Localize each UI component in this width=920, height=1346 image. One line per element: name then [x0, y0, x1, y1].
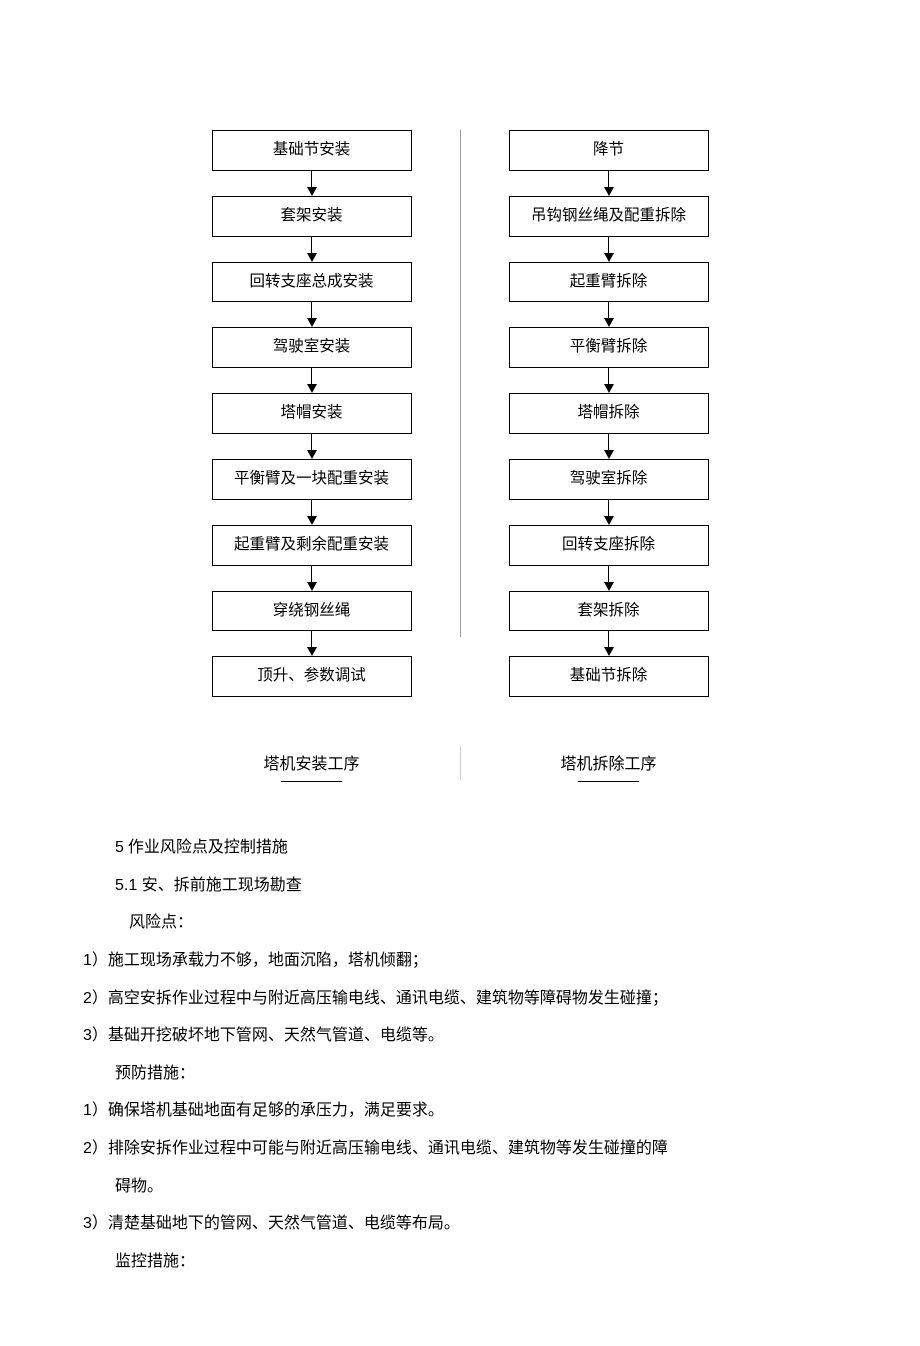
flow-arrow	[604, 631, 614, 656]
flowchart-captions: 塔机安装工序 塔机拆除工序	[115, 752, 805, 780]
flow-step: 起重臂拆除	[509, 262, 709, 303]
flowchart-right-caption: 塔机拆除工序	[560, 752, 656, 778]
text: ）施工现场承载力不够，地面沉陷，塔机倾翻；	[92, 952, 428, 969]
risk-label: 风险点：	[115, 910, 805, 936]
heading-5: 5 作业风险点及控制措施	[115, 835, 805, 861]
flow-step: 驾驶室安装	[212, 327, 412, 368]
text: ）确保塔机基础地面有足够的承压力，满足要求。	[92, 1102, 444, 1119]
num: 1	[83, 1102, 92, 1119]
flow-arrow	[307, 368, 317, 393]
flow-step: 回转支座总成安装	[212, 262, 412, 303]
flow-arrow	[604, 500, 614, 525]
prevent-item-cont: 碍物。	[115, 1174, 805, 1200]
flowchart-divider	[460, 130, 461, 637]
num: 3	[83, 1215, 92, 1232]
flow-arrow	[307, 631, 317, 656]
flow-arrow	[604, 171, 614, 196]
body-text: 5 作业风险点及控制措施 5.1 安、拆前施工现场勘查 风险点： 1）施工现场承…	[115, 835, 805, 1274]
risk-item: 3）基础开挖破坏地下管网、天然气管道、电缆等。	[115, 1023, 805, 1049]
flow-step: 基础节拆除	[509, 656, 709, 697]
text: ）高空安拆作业过程中与附近高压输电线、通讯电缆、建筑物等障碍物发生碰撞；	[92, 990, 668, 1007]
flow-arrow	[307, 237, 317, 262]
num: 3	[83, 1027, 92, 1044]
risk-item: 2）高空安拆作业过程中与附近高压输电线、通讯电缆、建筑物等障碍物发生碰撞；	[115, 986, 805, 1012]
flow-step: 降节	[509, 130, 709, 171]
flow-step: 吊钩钢丝绳及配重拆除	[509, 196, 709, 237]
num: 5.1	[115, 877, 142, 894]
flow-step: 塔帽拆除	[509, 393, 709, 434]
flow-arrow	[307, 302, 317, 327]
flow-step: 起重臂及剩余配重安装	[212, 525, 412, 566]
flow-arrow	[307, 566, 317, 591]
flow-step: 塔帽安装	[212, 393, 412, 434]
flow-arrow	[604, 368, 614, 393]
flow-step: 基础节安装	[212, 130, 412, 171]
prevent-item: 2）排除安拆作业过程中可能与附近高压输电线、通讯电缆、建筑物等发生碰撞的障	[115, 1136, 805, 1162]
text: ）排除安拆作业过程中可能与附近高压输电线、通讯电缆、建筑物等发生碰撞的障	[92, 1140, 668, 1157]
text: ）清楚基础地下的管网、天然气管道、电缆等布局。	[92, 1215, 460, 1232]
flow-step: 套架拆除	[509, 591, 709, 632]
flow-arrow	[604, 566, 614, 591]
flowchart-left: 基础节安装 套架安装 回转支座总成安装 驾驶室安装 塔帽安装 平衡臂及一块配重安…	[212, 130, 412, 697]
flow-step: 回转支座拆除	[509, 525, 709, 566]
flow-arrow	[307, 500, 317, 525]
flowchart-left-caption: 塔机安装工序	[263, 752, 359, 778]
num: 5	[115, 839, 124, 856]
num: 1	[83, 952, 92, 969]
num: 2	[83, 990, 92, 1007]
flow-arrow	[604, 434, 614, 459]
heading-text: 作业风险点及控制措施	[128, 839, 288, 856]
text: ）基础开挖破坏地下管网、天然气管道、电缆等。	[92, 1027, 444, 1044]
num: 2	[83, 1140, 92, 1157]
flow-arrow	[307, 434, 317, 459]
prevent-label: 预防措施：	[115, 1061, 805, 1087]
flow-step: 驾驶室拆除	[509, 459, 709, 500]
flow-step: 平衡臂拆除	[509, 327, 709, 368]
flowchart-container: 基础节安装 套架安装 回转支座总成安装 驾驶室安装 塔帽安装 平衡臂及一块配重安…	[115, 130, 805, 697]
flow-arrow	[604, 302, 614, 327]
flow-step: 顶升、参数调试	[212, 656, 412, 697]
flow-step: 平衡臂及一块配重安装	[212, 459, 412, 500]
flow-arrow	[604, 237, 614, 262]
flow-step: 穿绕钢丝绳	[212, 591, 412, 632]
caption-divider	[460, 746, 461, 780]
prevent-item: 3）清楚基础地下的管网、天然气管道、电缆等布局。	[115, 1211, 805, 1237]
prevent-item: 1）确保塔机基础地面有足够的承压力，满足要求。	[115, 1098, 805, 1124]
flowchart-right: 降节 吊钩钢丝绳及配重拆除 起重臂拆除 平衡臂拆除 塔帽拆除 驾驶室拆除 回转支…	[509, 130, 709, 697]
flow-arrow	[307, 171, 317, 196]
flow-step: 套架安装	[212, 196, 412, 237]
heading-text: 安、拆前施工现场勘查	[142, 877, 302, 894]
risk-item: 1）施工现场承载力不够，地面沉陷，塔机倾翻；	[115, 948, 805, 974]
monitor-label: 监控措施：	[115, 1249, 805, 1275]
heading-5-1: 5.1 安、拆前施工现场勘查	[115, 873, 805, 899]
